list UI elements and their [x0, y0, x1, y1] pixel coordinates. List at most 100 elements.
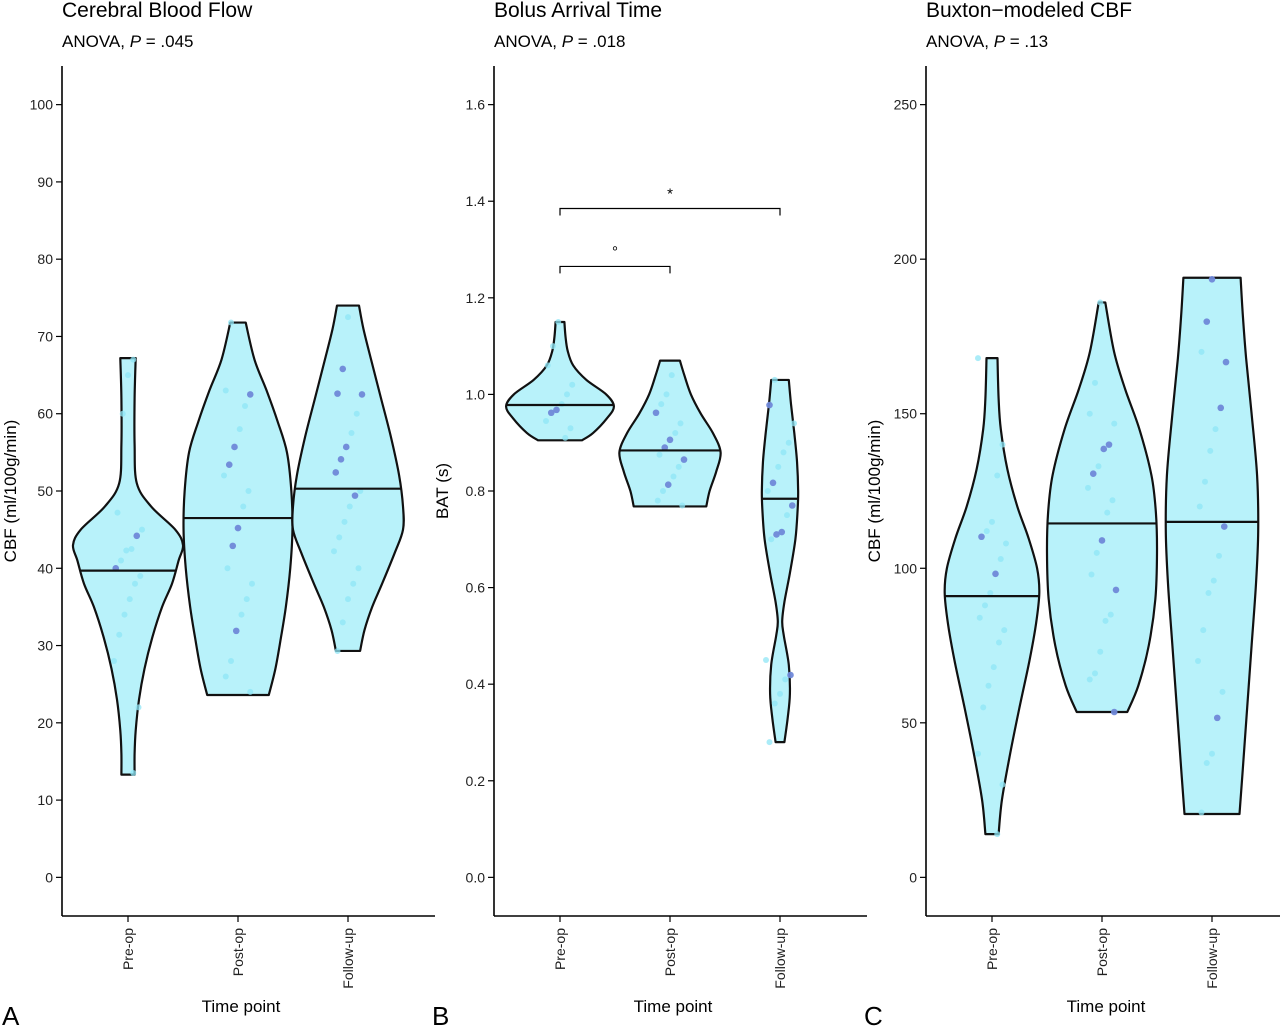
data-point [997, 556, 1004, 562]
panel-a-x-axis-title: Time point [202, 997, 281, 1016]
data-point [553, 406, 560, 414]
data-point [766, 739, 773, 746]
data-point [358, 391, 366, 398]
data-point [1109, 497, 1116, 504]
data-point [1102, 617, 1109, 624]
data-point [353, 410, 360, 417]
panel-a-letter: A [2, 1001, 20, 1027]
data-point [1196, 503, 1203, 510]
data-point [1216, 552, 1222, 559]
data-point [1088, 571, 1095, 578]
data-point [999, 781, 1006, 788]
panel-a-y-axis-title: CBF (ml/100g/min) [1, 420, 20, 563]
data-point [994, 472, 1001, 479]
data-point [1097, 299, 1104, 306]
data-point [242, 403, 248, 409]
data-point [564, 391, 570, 398]
data-point [1198, 348, 1205, 355]
data-point [243, 596, 250, 603]
data-point [652, 409, 660, 417]
data-point [336, 534, 343, 541]
data-point [983, 528, 990, 535]
data-point [334, 647, 341, 654]
data-point [1111, 420, 1118, 427]
data-point [1198, 809, 1205, 816]
data-point [1195, 658, 1201, 664]
data-point [996, 639, 1002, 646]
data-point [663, 391, 670, 398]
data-point [791, 420, 797, 427]
data-point [992, 570, 999, 578]
data-point [771, 700, 778, 707]
violin-follow-up [291, 304, 405, 653]
data-point [245, 488, 252, 494]
panel-c-letter: C [864, 1001, 883, 1027]
x-tick-label: Post-op [230, 928, 246, 976]
data-point [1220, 523, 1228, 530]
data-point [1209, 750, 1215, 757]
data-point [111, 658, 117, 664]
data-point [238, 611, 245, 618]
y-tick-label: 30 [37, 638, 53, 654]
data-point [1203, 318, 1211, 325]
data-point [1208, 275, 1216, 283]
y-tick-label: 0.8 [466, 483, 486, 499]
panel-a-plot: 0 10 20 30 40 50 60 70 80 90 100 Pre-op Post-op Follo… [30, 66, 435, 989]
data-point [222, 387, 229, 394]
data-point [240, 503, 247, 510]
data-point [126, 596, 133, 603]
data-point [221, 472, 227, 479]
data-point [544, 362, 551, 369]
data-point [1092, 670, 1098, 677]
data-point [784, 512, 790, 519]
data-point [1104, 509, 1111, 516]
data-point [1217, 404, 1225, 412]
data-point [1093, 549, 1100, 556]
y-tick-label: 1.6 [466, 97, 486, 113]
data-point [1205, 590, 1212, 596]
panel-b-letter: B [432, 1001, 449, 1027]
data-point [232, 627, 240, 635]
data-point [350, 580, 357, 587]
data-point [342, 443, 350, 451]
x-tick-label: Pre-op [552, 928, 568, 970]
data-point [773, 531, 780, 538]
data-point [764, 488, 771, 494]
data-point [355, 565, 362, 572]
panel-c-y-axis-title: CBF (ml/100g/min) [865, 420, 884, 563]
data-point [777, 690, 783, 697]
y-tick-label: 0.0 [466, 869, 486, 885]
data-point [1210, 577, 1217, 584]
data-point [121, 611, 128, 618]
data-point [980, 704, 987, 711]
data-point [567, 425, 574, 432]
data-point [677, 420, 684, 427]
data-point [1086, 676, 1093, 683]
data-point [664, 481, 672, 489]
x-tick-label: Pre-op [120, 928, 136, 970]
data-point [975, 750, 981, 757]
violin-pre-op [504, 320, 616, 442]
x-tick-label: Follow-up [340, 928, 356, 989]
data-point [658, 401, 665, 408]
data-point [569, 381, 576, 388]
data-point [675, 463, 682, 470]
data-point [1110, 708, 1118, 716]
data-point [1085, 484, 1091, 491]
y-tick-label: 80 [37, 251, 53, 267]
data-point [670, 473, 677, 480]
panel-a-stat: ANOVA, P = .045 [62, 32, 194, 51]
x-tick-label: Pre-op [984, 928, 1000, 970]
data-point [246, 391, 254, 398]
data-point [1105, 441, 1113, 448]
data-point [1001, 627, 1008, 634]
data-point [672, 430, 679, 437]
y-tick-label: 20 [37, 715, 53, 731]
y-tick-label: 0 [909, 869, 917, 885]
data-point [114, 509, 121, 516]
data-point [345, 314, 351, 321]
data-point [766, 401, 773, 409]
data-point [990, 664, 997, 671]
significance-label: * [667, 185, 673, 202]
